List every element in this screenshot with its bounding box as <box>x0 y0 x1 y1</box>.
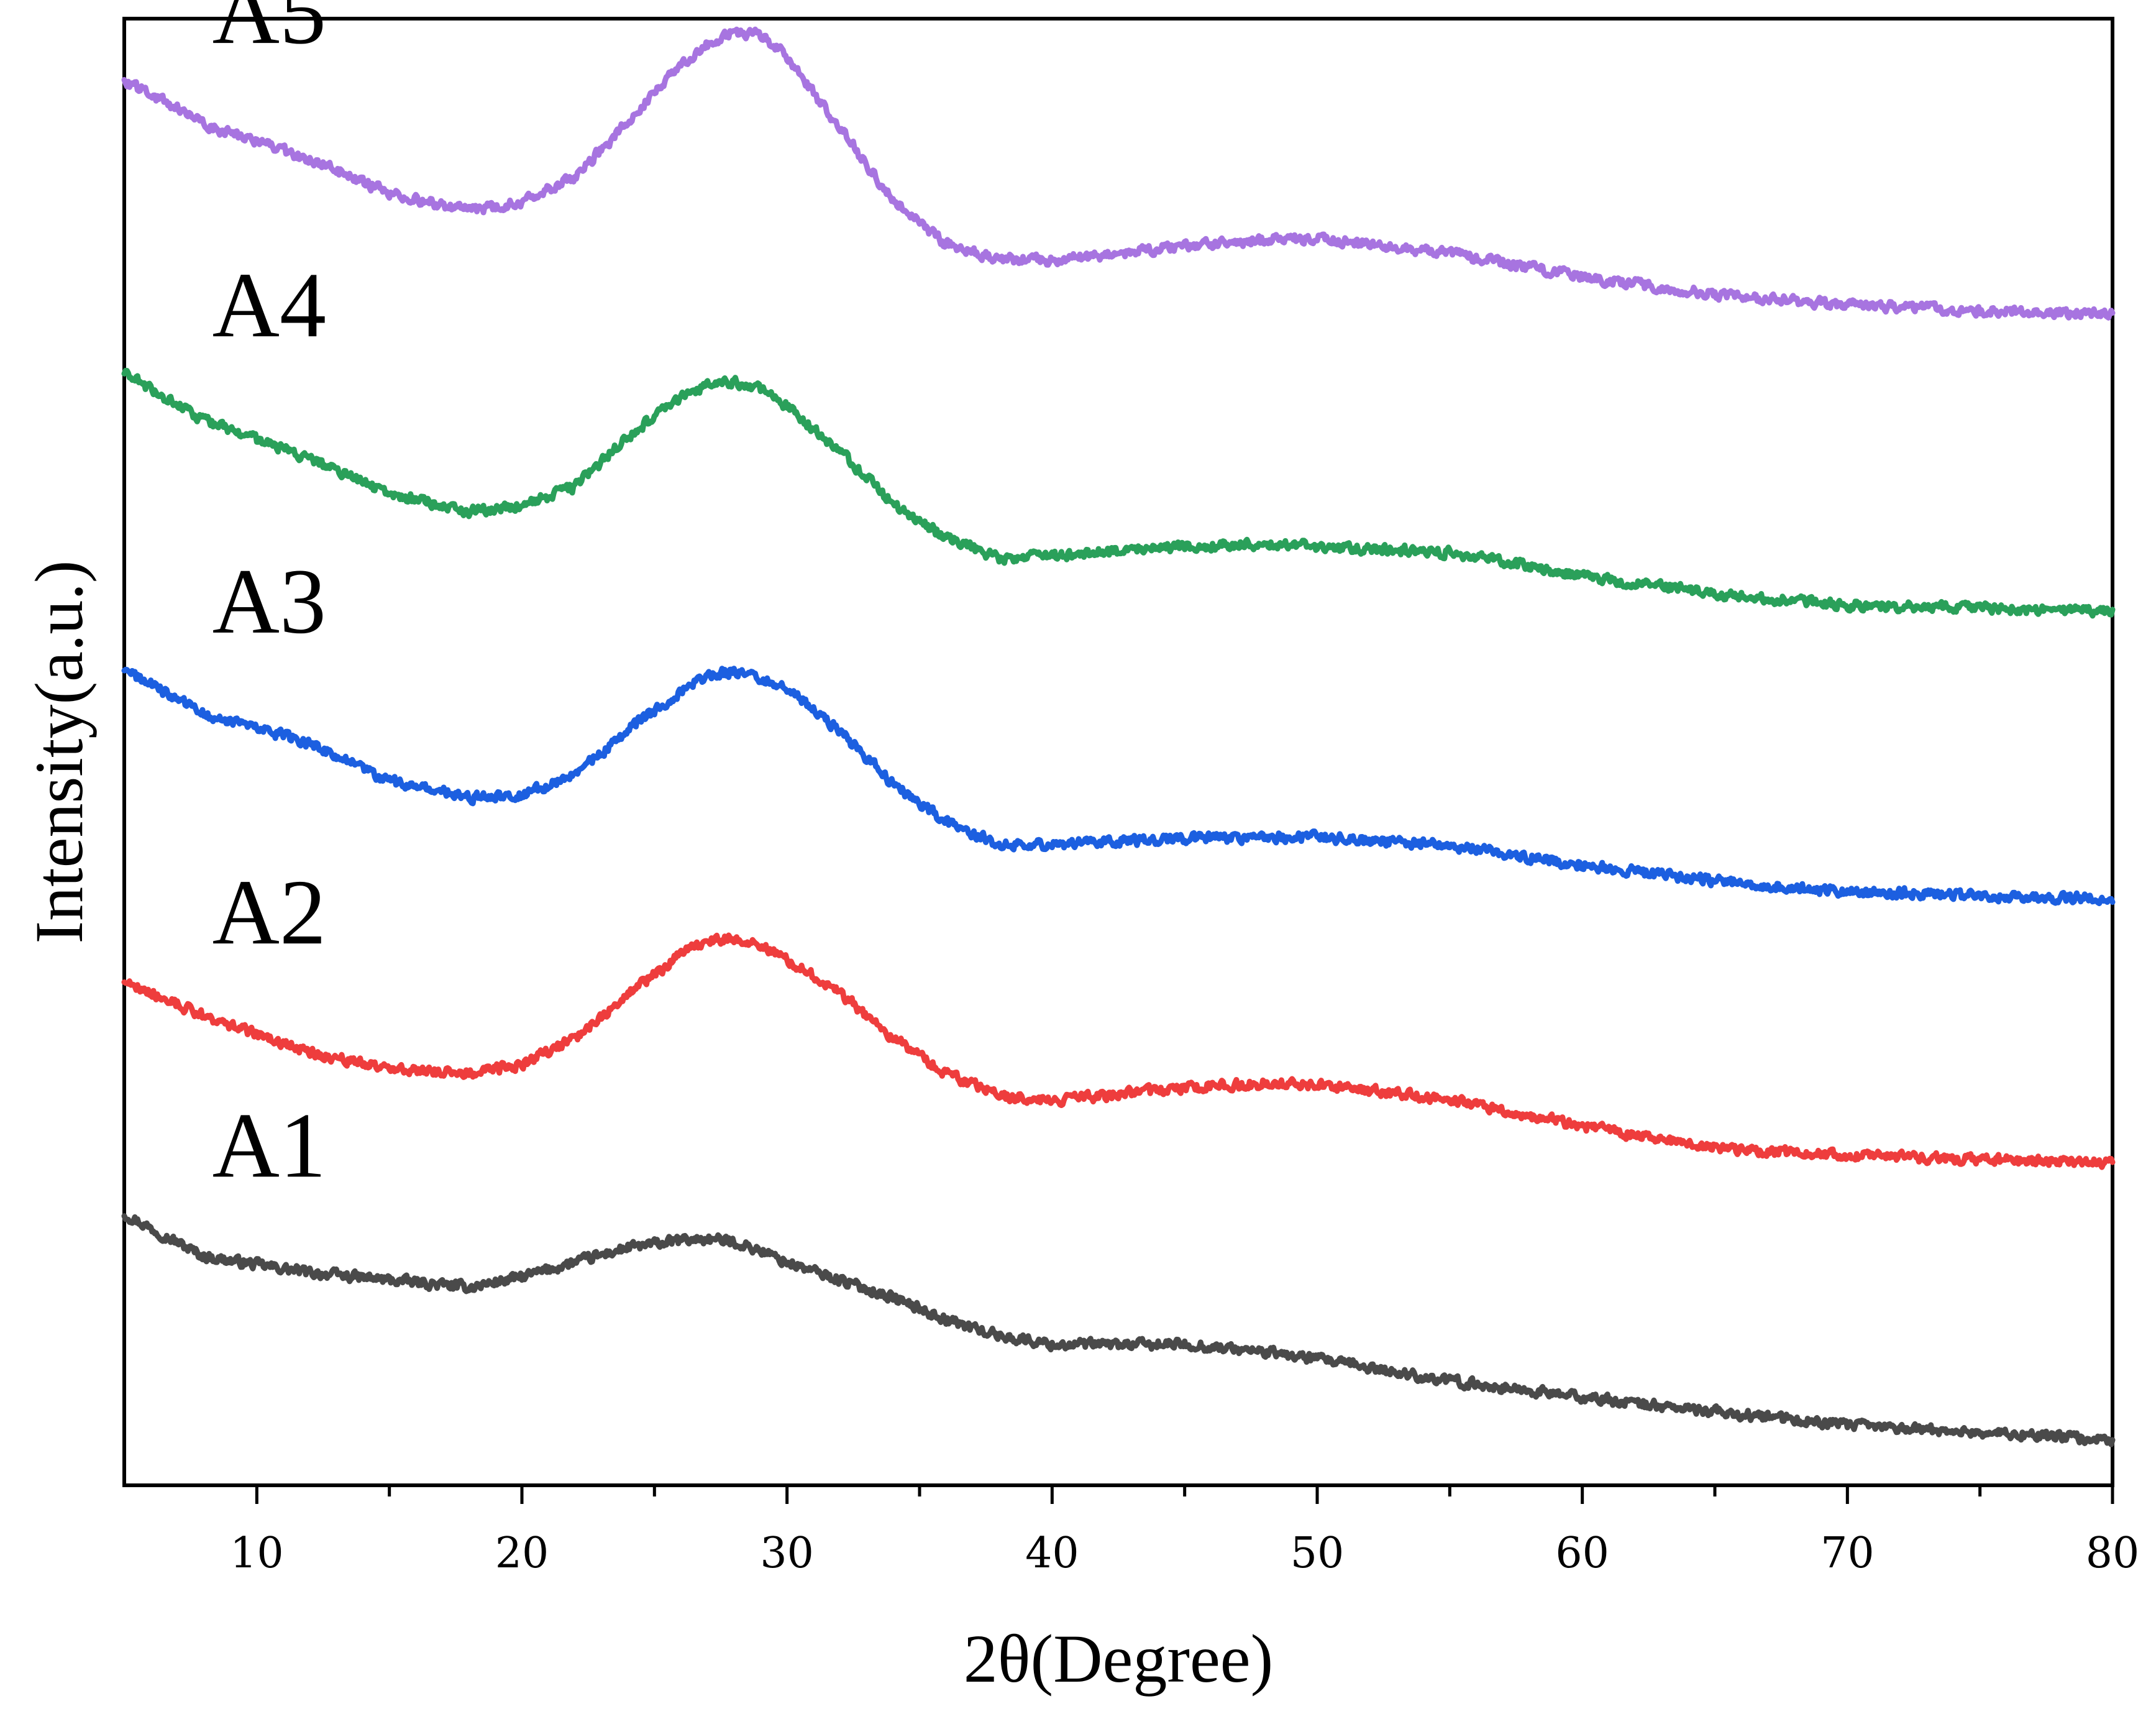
plot-frame <box>122 17 2114 1487</box>
x-tick-label: 20 <box>495 1529 549 1578</box>
series-line-a2 <box>121 932 2116 1170</box>
x-tick-label: 40 <box>1025 1529 1079 1578</box>
x-tick-label: 50 <box>1290 1529 1345 1578</box>
series-line-a5 <box>121 26 2116 321</box>
x-tick-label: 60 <box>1555 1529 1609 1578</box>
series-traces <box>121 26 2116 1447</box>
series-label-a3: A3 <box>212 550 326 653</box>
series-line-a4 <box>121 367 2116 619</box>
x-tick-label: 70 <box>1820 1529 1875 1578</box>
x-tick-label: 30 <box>760 1529 814 1578</box>
x-axis-ticks <box>255 1485 2114 1504</box>
series-label-a2: A2 <box>212 861 326 964</box>
x-tick-label: 10 <box>230 1529 284 1578</box>
y-axis-title: Intensity(a.u.) <box>21 560 97 943</box>
series-line-a1 <box>121 1213 2116 1447</box>
series-label-a1: A1 <box>212 1094 326 1197</box>
x-axis-tick-labels: 10 20 30 40 50 60 70 80 <box>230 1529 2139 1578</box>
x-tick-label: 80 <box>2086 1529 2140 1578</box>
series-label-a4: A4 <box>212 254 326 357</box>
x-axis-title: 2θ(Degree) <box>964 1621 1274 1697</box>
series-line-a3 <box>121 666 2116 907</box>
series-labels: A1 A2 A3 A4 A5 <box>212 0 326 1197</box>
series-label-a5: A5 <box>212 0 326 63</box>
